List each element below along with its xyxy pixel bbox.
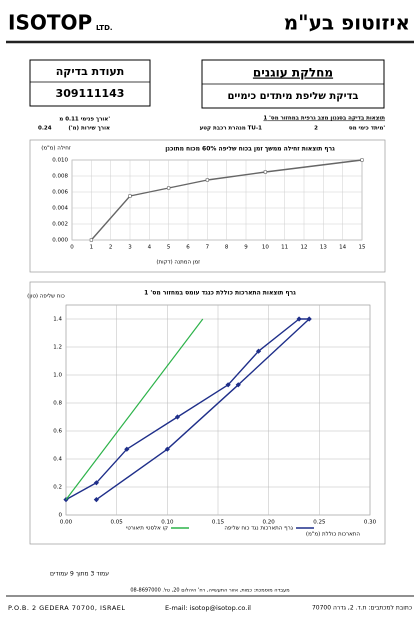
x-tick-label: 4 (148, 245, 152, 251)
department-subtitle: בדיקת שליפת מיתדים כימיים (227, 91, 358, 102)
point-marker (296, 316, 302, 322)
point-marker (167, 186, 171, 190)
x-tick-label: 0.10 (161, 520, 174, 526)
address-en: P.O.B. 2 GEDERA 70700, ISRAEL (8, 604, 126, 612)
point-marker (93, 480, 99, 486)
point-marker (205, 178, 209, 182)
service-length: 0.24 (38, 126, 52, 132)
point-marker (360, 158, 364, 162)
x-tick-label: 6 (186, 245, 190, 251)
legend-label: קו אלסטי תיאורטי (126, 525, 168, 532)
y-tick-label: 0.008 (52, 174, 68, 180)
point-marker (174, 414, 181, 420)
x-tick-label: 9 (244, 245, 248, 251)
series-line (65, 318, 204, 500)
service-length-label: אורך שירות (מ') (68, 126, 110, 132)
x-tick-label: 14 (339, 245, 346, 251)
point-marker (164, 446, 170, 452)
point-marker (306, 316, 312, 322)
chart-title: גרף תוצאות זחילה ממשך זמן בכוח שליפה 60%… (165, 146, 335, 153)
anchor-label: מיתד כימי מס' (349, 126, 385, 132)
certificate-title: תעודת בדיקה (56, 65, 125, 78)
point-marker (128, 194, 132, 198)
x-tick-label: 0.00 (60, 520, 73, 526)
y-tick-label: 1.2 (53, 345, 62, 351)
x-tick-label: 7 (206, 245, 210, 251)
x-tick-label: 10 (262, 245, 269, 251)
y-tick-label: 0.6 (53, 429, 62, 435)
x-tick-label: 0.30 (364, 520, 377, 526)
point-marker (255, 348, 262, 354)
company-he: איזוטופ בע"מ (284, 11, 410, 35)
y-tick-label: 0 (59, 513, 63, 519)
x-tick-label: 5 (167, 245, 171, 251)
point-marker (124, 446, 130, 452)
legend-label: גרף התארכות נגד כוח שליפה (224, 525, 293, 532)
x-tick-label: 0.20 (263, 520, 276, 526)
x-tick-label: 0.05 (111, 520, 124, 526)
point-marker (89, 238, 93, 242)
email: E-mail: isotop@isotop.co.il (165, 604, 251, 612)
inner-length: אורך פנימי 0.11 מ' (59, 117, 110, 123)
y-tick-label: 1.0 (53, 373, 62, 379)
address-he: כתובת למכתבים: ת.ד. 2, גדרה 70700 (312, 605, 412, 612)
lab-line: מעבדה מוסמכת: כמות, אזור התעשייה, רח' הי… (130, 588, 289, 594)
site: מנהרת רכבת קטע TU-1 (200, 126, 263, 132)
department-title: מחלקת עוגנים (253, 66, 333, 80)
y-tick-label: 0.004 (52, 206, 68, 212)
x-tick-label: 0.15 (212, 520, 225, 526)
x-tick-label: 2 (109, 245, 113, 251)
x-tick-label: 13 (320, 245, 327, 251)
company-en-suffix: LTD. (96, 24, 113, 32)
info-heading: תוצאות בדיקה בסגנון מצב גרפית במחזור מס'… (263, 116, 385, 122)
y-tick-label: 0.000 (52, 238, 68, 244)
y-tick-label: 0.002 (52, 222, 68, 228)
y-tick-label: 0.006 (52, 190, 68, 196)
x-axis-label: התארכות כוללת (מ"מ) (306, 531, 360, 538)
page-number: עמוד 3 מתוך 9 עמודים (50, 571, 109, 578)
point-marker (235, 382, 241, 388)
point-marker (263, 170, 267, 174)
y-axis-label: כוח שליפה (טון) (27, 293, 65, 300)
company-en: ISOTOP (8, 11, 92, 35)
y-tick-label: 1.4 (53, 317, 62, 323)
chart-title: גרף תוצאות התארכות כוללת כנגד עומס במחזו… (144, 290, 296, 297)
y-tick-label: 0.2 (53, 485, 62, 491)
x-tick-label: 1 (90, 245, 94, 251)
x-tick-label: 3 (128, 245, 132, 251)
x-tick-label: 15 (359, 245, 366, 251)
y-tick-label: 0.010 (52, 158, 68, 164)
point-marker (93, 497, 99, 503)
x-tick-label: 8 (225, 245, 229, 251)
plot-area (71, 159, 363, 241)
y-tick-label: 0.4 (53, 457, 62, 463)
certificate-number: 309111143 (56, 87, 125, 100)
certificate-box (29, 59, 151, 107)
x-axis-label: זמן המתנה (דקות) (156, 260, 200, 266)
x-tick-label: 0.25 (313, 520, 326, 526)
point-marker (225, 382, 231, 388)
series-line (90, 159, 363, 241)
x-tick-label: 11 (281, 245, 288, 251)
y-axis-label: זחילה (מ"מ) (41, 145, 71, 152)
x-tick-label: 12 (301, 245, 308, 251)
anchor-number: 2 (314, 126, 318, 132)
y-tick-label: 0.8 (53, 401, 62, 407)
x-tick-label: 0 (70, 245, 74, 251)
